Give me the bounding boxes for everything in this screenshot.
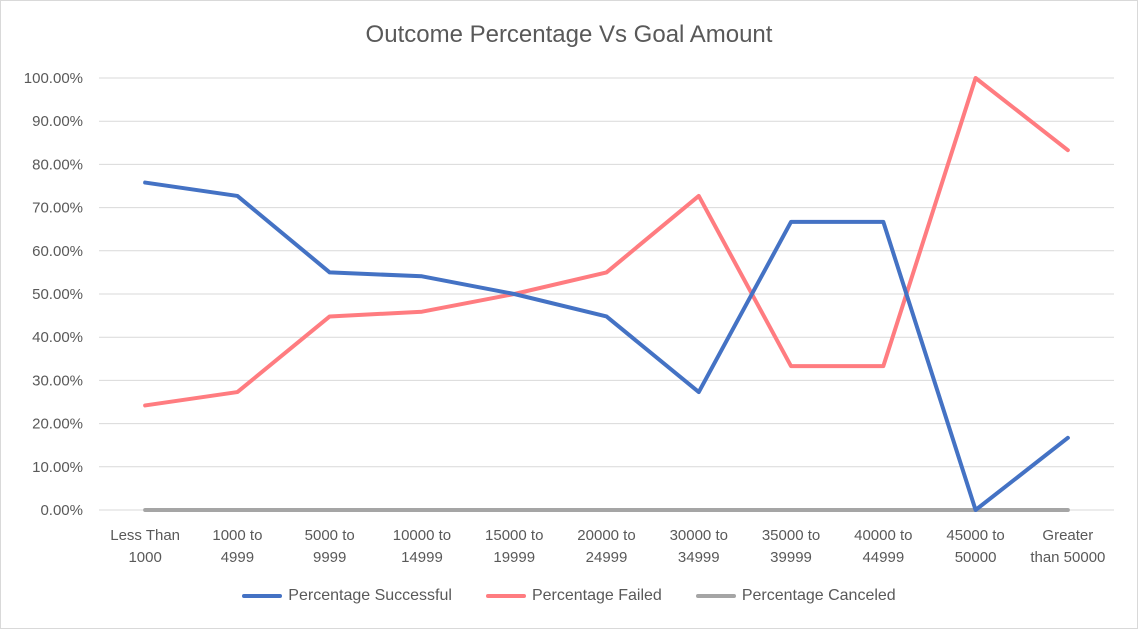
x-tick-label: 15000 to 19999: [485, 527, 543, 566]
legend-item: Percentage Canceled: [695, 587, 896, 605]
y-tick-label: 60.00%: [32, 243, 83, 260]
y-tick-label: 50.00%: [32, 286, 83, 303]
y-tick-label: 40.00%: [32, 329, 83, 346]
y-tick-label: 70.00%: [32, 200, 83, 217]
legend-swatch: [695, 594, 736, 598]
y-tick-label: 100.00%: [24, 70, 83, 87]
x-tick-label: Greater than 50000: [1030, 527, 1105, 566]
x-tick-label: Less Than 1000: [110, 527, 180, 566]
x-tick-label: 20000 to 24999: [577, 527, 635, 566]
legend-label: Percentage Successful: [288, 587, 452, 604]
x-tick-label: 40000 to 44999: [854, 527, 912, 566]
x-tick-label: 1000 to 4999: [212, 527, 262, 566]
y-tick-label: 0.00%: [40, 502, 83, 519]
x-tick-label: 10000 to 14999: [393, 527, 451, 566]
x-tick-label: 5000 to 9999: [305, 527, 355, 566]
legend-item: Percentage Successful: [242, 587, 452, 605]
y-tick-label: 80.00%: [32, 156, 83, 173]
y-tick-label: 10.00%: [32, 459, 83, 476]
y-tick-label: 20.00%: [32, 416, 83, 433]
chart-title: Outcome Percentage Vs Goal Amount: [365, 21, 773, 48]
legend-label: Percentage Failed: [531, 587, 662, 604]
y-tick-label: 90.00%: [32, 113, 83, 130]
x-tick-label: 45000 to 50000: [946, 527, 1004, 566]
legend-swatch: [242, 594, 283, 598]
legend-item: Percentage Failed: [485, 587, 662, 605]
series-line-percentage-successful: [143, 180, 1070, 512]
x-tick-label: 35000 to 39999: [762, 527, 820, 566]
y-tick-label: 30.00%: [32, 372, 83, 389]
legend-swatch: [485, 594, 526, 598]
legend-label: Percentage Canceled: [741, 587, 896, 604]
chart-legend: Percentage Successful Percentage Failed Pe…: [1, 587, 1137, 605]
series-line-percentage-failed: [143, 76, 1070, 408]
x-tick-label: 30000 to 34999: [670, 527, 728, 566]
